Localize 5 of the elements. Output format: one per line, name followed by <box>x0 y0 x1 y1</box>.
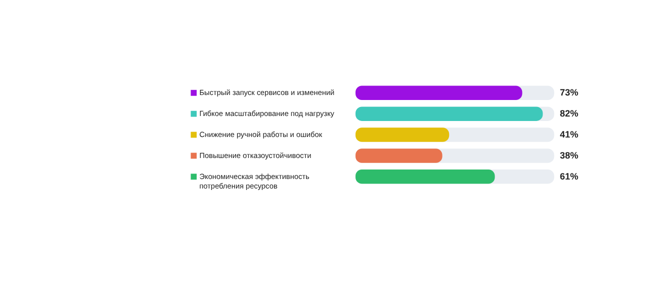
data-label: 41% <box>560 130 578 140</box>
data-label: 38% <box>560 150 578 161</box>
data-label: 73% <box>560 88 578 98</box>
data-label: 61% <box>560 172 578 182</box>
data-label: 82% <box>560 108 578 119</box>
